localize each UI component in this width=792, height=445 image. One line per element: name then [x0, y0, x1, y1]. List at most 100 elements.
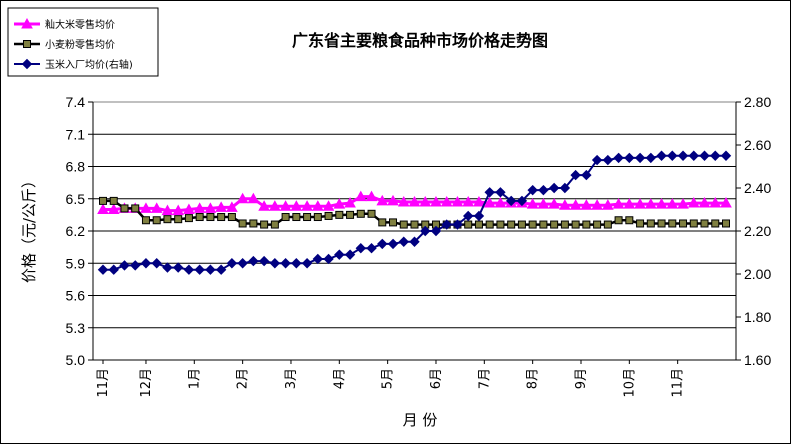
- wheat-series-point: [270, 220, 279, 229]
- corn-series-point: [581, 169, 592, 181]
- y-right-tick-label: 2.00: [744, 266, 771, 282]
- corn-series-point: [645, 152, 657, 164]
- wheat-series-point: [410, 220, 419, 229]
- rice-series-point: [161, 204, 174, 216]
- corn-series-point: [258, 255, 270, 267]
- rice-series-point: [666, 198, 679, 209]
- corn-series-point: [301, 258, 313, 269]
- wheat-series-point: [528, 220, 537, 229]
- wheat-series-point: [646, 219, 655, 228]
- y-tick-label: 5.3: [66, 320, 86, 336]
- corn-series-point: [602, 154, 614, 166]
- wheat-series-point: [636, 219, 645, 228]
- rice-series-point: [548, 198, 560, 209]
- rice-series-point: [140, 202, 152, 213]
- corn-series-point: [387, 238, 399, 250]
- wheat-series-point: [99, 196, 107, 205]
- wheat-series-point: [195, 213, 204, 222]
- x-tick-label: 6月: [429, 368, 444, 389]
- rice-series-point: [526, 198, 539, 209]
- wheat-series-point: [163, 215, 172, 224]
- x-tick-label: 11月: [96, 368, 111, 398]
- rice-series-point: [612, 198, 625, 209]
- corn-series-point: [527, 184, 538, 196]
- legend-label: 玉米入厂均价(右轴): [45, 58, 133, 71]
- corn-series-point: [591, 154, 603, 166]
- rice-series-point: [451, 195, 464, 207]
- wheat-series-point: [184, 214, 193, 223]
- rice-series-point: [97, 203, 109, 214]
- corn-series: [97, 150, 732, 275]
- corn-series-point: [559, 182, 571, 194]
- rice-series-point: [311, 200, 324, 211]
- rice-series-point: [193, 202, 206, 213]
- rice-series-point: [279, 200, 292, 211]
- rice-series-point: [226, 201, 238, 212]
- x-tick-label: 7月: [477, 368, 492, 389]
- rice-series-point: [269, 200, 281, 211]
- legend-swatch-marker: [23, 40, 31, 48]
- y-tick-label: 7.4: [66, 94, 86, 110]
- y-tick-label: 5.6: [66, 288, 86, 304]
- wheat-series-point: [356, 209, 365, 218]
- wheat-series-point: [109, 196, 118, 205]
- x-tick-label: 3月: [284, 368, 299, 389]
- corn-series-point: [334, 249, 345, 260]
- wheat-series-point: [539, 220, 548, 229]
- wheat-series-point: [260, 220, 269, 229]
- corn-series-point: [312, 253, 324, 265]
- corn-series-point: [119, 260, 130, 271]
- corn-series-point: [430, 225, 442, 237]
- wheat-series-point: [335, 210, 344, 219]
- corn-series-point: [699, 150, 710, 161]
- rice-series-point: [408, 195, 421, 207]
- wheat-series-point: [131, 204, 140, 213]
- x-tick-label: 10月: [622, 368, 637, 398]
- corn-series-point: [226, 258, 238, 269]
- rice-series-point: [301, 200, 313, 211]
- rice-series-point: [687, 197, 700, 208]
- x-tick-label: 8月: [526, 368, 541, 389]
- y-right-tick-label: 2.20: [744, 223, 771, 239]
- wheat-series-point: [571, 220, 580, 229]
- rice-series-point: [365, 190, 378, 202]
- axes: 5.0 5.3 5.6 5.9 6.2 6.5 6.8 7.1 7.4 1.60 1.80 2.00 2…: [66, 94, 772, 398]
- wheat-series-point: [474, 220, 483, 229]
- rice-series-point: [107, 203, 120, 214]
- corn-series-point: [269, 258, 281, 269]
- corn-series-point: [377, 238, 388, 250]
- rice-series-point: [172, 204, 185, 216]
- wheat-series-point: [378, 218, 387, 227]
- rice-series-point: [591, 199, 603, 210]
- legend-item-corn-series: 玉米入厂均价(右轴): [14, 58, 133, 71]
- rice-series: [97, 190, 732, 216]
- rice-series-point: [440, 195, 453, 207]
- wheat-series-point: [668, 219, 677, 228]
- corn-series-point: [688, 150, 699, 161]
- rice-series-point: [344, 197, 356, 208]
- legend-swatch-marker: [21, 58, 33, 70]
- wheat-series: [99, 196, 730, 229]
- rice-series-point: [709, 197, 722, 208]
- y-tick-label: 7.1: [66, 126, 86, 142]
- legend-swatch-marker: [21, 17, 33, 29]
- y-tick-label: 6.5: [66, 191, 86, 207]
- y-right-tick-label: 1.80: [744, 309, 771, 325]
- corn-series-point: [452, 219, 463, 230]
- legend-label: 小麦粉零售均价: [45, 38, 115, 51]
- rice-series-point: [623, 198, 636, 209]
- wheat-series-point: [152, 216, 161, 225]
- corn-series-point: [205, 264, 216, 275]
- y-tick-label: 5.0: [66, 352, 86, 368]
- rice-series-point: [258, 200, 270, 211]
- rice-series-point: [537, 198, 550, 209]
- corn-series-point: [667, 150, 678, 161]
- corn-series-point: [656, 150, 667, 161]
- y-tick-label: 5.9: [66, 255, 86, 271]
- rice-series-point: [354, 190, 367, 202]
- rice-series-point: [204, 202, 217, 213]
- corn-series-point: [344, 249, 356, 260]
- corn-series-point: [108, 264, 119, 275]
